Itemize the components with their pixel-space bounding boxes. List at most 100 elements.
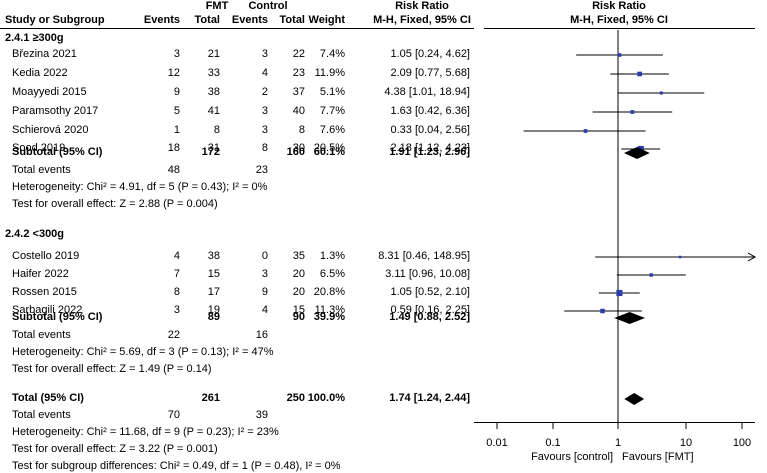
study-risk-ratio: 0.33 [0.04, 2.56] — [390, 124, 470, 136]
subgroup-2-total-events-label: Total events — [12, 329, 71, 341]
study-weight: 11.3% — [314, 304, 345, 316]
study-risk-ratio: 0.59 [0.16, 2.25] — [390, 304, 470, 316]
weight-header: Weight — [308, 14, 345, 26]
fmt-total: 21 — [207, 48, 220, 60]
subgroup-2-subtotal-weight: 39.9% — [313, 311, 345, 323]
control-events: 4 — [261, 67, 268, 79]
control-events: 3 — [261, 105, 268, 117]
subgroup-1-subtotal-weight: 60.1% — [313, 146, 345, 158]
total-events-e2: 39 — [255, 409, 268, 421]
fmt-events: 8 — [173, 286, 180, 298]
subgroup-1-heterogeneity: Heterogeneity: Chi² = 4.91, df = 5 (P = … — [12, 181, 268, 193]
favours-fmt-label: Favours [FMT] — [622, 451, 694, 463]
subgroup-1-subtotal-label: Subtotal (95% CI) — [12, 146, 103, 158]
total-n2: 250 — [286, 392, 305, 404]
point-estimate-square — [637, 71, 642, 77]
total-rr: 1.74 [1.24, 2.44] — [389, 392, 470, 404]
study-column-header: Study or Subgroup — [5, 14, 105, 26]
fmt-total: 19 — [207, 304, 220, 316]
fmt-events-header: Events — [143, 14, 180, 26]
control-events: 2 — [261, 86, 268, 98]
x-tick-label: 1 — [614, 437, 622, 449]
study-name: Moayyedi 2015 — [12, 86, 87, 98]
study-name: Březina 2021 — [12, 48, 77, 60]
subgroup-1-subtotal-n2: 160 — [286, 146, 305, 158]
total-diamond — [624, 393, 645, 405]
subgroup-2-total-events-e1: 22 — [167, 329, 180, 341]
total-label: Total (95% CI) — [12, 392, 84, 404]
total-n1: 261 — [201, 392, 220, 404]
fmt-total-header: Total — [194, 14, 220, 26]
rr-header-title: Risk Ratio — [395, 0, 449, 12]
point-estimate-square — [649, 273, 653, 277]
subtotal-diamond — [614, 312, 646, 324]
study-weight: 7.7% — [319, 105, 345, 117]
control-events: 4 — [261, 304, 268, 316]
subgroup-2-subtotal-rr: 1.49 [0.88, 2.52] — [389, 311, 470, 323]
fmt-events: 4 — [173, 250, 180, 262]
control-total: 40 — [292, 105, 305, 117]
study-weight: 7.6% — [319, 124, 345, 136]
fmt-total: 15 — [207, 268, 220, 280]
subgroup-2-overall-effect: Test for overall effect: Z = 1.49 (P = 0… — [12, 363, 212, 375]
subgroup-differences-test: Test for subgroup differences: Chi² = 0.… — [12, 460, 341, 472]
study-name: Schierová 2020 — [12, 124, 89, 136]
point-estimate-square — [600, 308, 605, 314]
fmt-events: 5 — [173, 105, 180, 117]
fmt-total: 38 — [207, 86, 220, 98]
control-total: 8 — [298, 124, 305, 136]
rr-header-method: M-H, Fixed, 95% CI — [373, 14, 471, 26]
subgroup-2-heterogeneity: Heterogeneity: Chi² = 5.69, df = 3 (P = … — [12, 346, 274, 358]
control-events: 3 — [261, 48, 268, 60]
subgroup-1-total-events-e2: 23 — [255, 164, 268, 176]
study-weight: 7.4% — [319, 48, 345, 60]
control-total: 37 — [292, 86, 305, 98]
control-events: 9 — [261, 286, 268, 298]
control-total: 35 — [292, 250, 305, 262]
study-name: Costello 2019 — [12, 250, 80, 262]
fmt-group-header: FMT — [205, 0, 229, 12]
x-tick-label: 100 — [732, 437, 752, 449]
fmt-events: 1 — [173, 124, 180, 136]
control-events-header: Events — [231, 14, 268, 26]
study-risk-ratio: 1.05 [0.24, 4.62] — [390, 48, 470, 60]
subgroup-1-label: 2.4.1 ≥300g — [5, 32, 64, 44]
study-weight: 20.5% — [313, 142, 345, 154]
total-events-e1: 70 — [167, 409, 180, 421]
ci-arrow — [747, 252, 757, 262]
study-name: Sood 2019 — [12, 142, 66, 154]
point-estimate-square — [617, 53, 622, 57]
fmt-total: 33 — [207, 67, 220, 79]
total-heterogeneity: Heterogeneity: Chi² = 11.68, df = 9 (P =… — [12, 426, 279, 438]
control-group-header: Control — [248, 0, 288, 12]
study-risk-ratio: 2.18 [1.12, 4.23] — [390, 142, 470, 154]
fmt-total: 31 — [207, 142, 220, 154]
subgroup-1-total-events-label: Total events — [12, 164, 71, 176]
subgroup-2-total-events-e2: 16 — [255, 329, 268, 341]
control-total: 20 — [292, 268, 305, 280]
study-weight: 11.9% — [314, 67, 345, 79]
study-risk-ratio: 2.09 [0.77, 5.68] — [390, 67, 470, 79]
study-weight: 5.1% — [319, 86, 345, 98]
fmt-events: 7 — [173, 268, 180, 280]
study-weight: 6.5% — [319, 268, 345, 280]
fmt-total: 38 — [207, 250, 220, 262]
study-risk-ratio: 4.38 [1.01, 18.94] — [384, 86, 470, 98]
fmt-total: 8 — [213, 124, 220, 136]
control-total: 15 — [292, 304, 305, 316]
point-estimate-square — [616, 289, 623, 297]
subgroup-2-subtotal-n2: 90 — [292, 311, 305, 323]
point-estimate-square — [678, 255, 682, 259]
study-weight: 1.3% — [319, 250, 345, 262]
subgroup-2-subtotal-label: Subtotal (95% CI) — [12, 311, 103, 323]
control-total: 30 — [292, 142, 305, 154]
subgroup-2-subtotal-n1: 89 — [207, 311, 220, 323]
plot-header-method: M-H, Fixed, 95% CI — [570, 14, 668, 26]
study-risk-ratio: 8.31 [0.46, 148.95] — [378, 250, 470, 262]
x-tick-label: 0.1 — [545, 437, 561, 449]
total-events-label: Total events — [12, 409, 71, 421]
fmt-events: 18 — [167, 142, 180, 154]
fmt-total: 17 — [207, 286, 220, 298]
